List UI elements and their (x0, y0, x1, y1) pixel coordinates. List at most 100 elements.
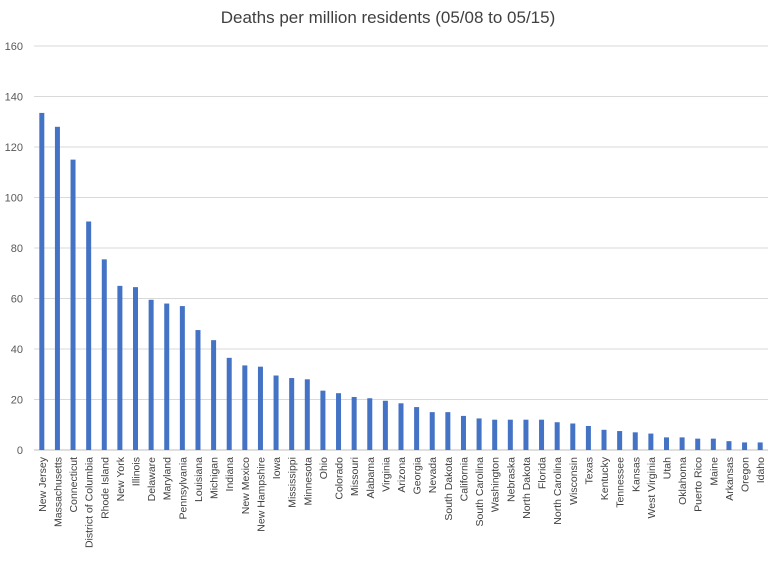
x-tick-label: New Jersey (37, 456, 49, 512)
x-tick-label: New York (115, 456, 127, 501)
bar-connecticut (70, 159, 76, 451)
bar-maine (710, 438, 716, 450)
x-tick-label: West Virginia (646, 457, 658, 519)
bar-wisconsin (570, 423, 576, 450)
x-tick-label: Kansas (630, 457, 642, 492)
y-tick-label: 0 (17, 445, 23, 457)
y-tick-label: 80 (11, 243, 23, 255)
bar-mississippi (289, 378, 295, 450)
x-tick-label: Maine (708, 457, 720, 486)
x-tick-label: Utah (661, 457, 673, 479)
bar-washington (492, 419, 498, 450)
bar-minnesota (304, 379, 310, 450)
x-tick-label: North Carolina (552, 457, 564, 525)
bar-virginia (382, 400, 388, 450)
bar-texas (585, 426, 591, 450)
x-tick-label: Minnesota (302, 457, 314, 506)
x-tick-label: North Dakota (521, 457, 533, 519)
bar-illinois (133, 287, 139, 450)
x-tick-label: Arizona (396, 457, 408, 493)
x-tick-label: Connecticut (68, 457, 80, 513)
bar-utah (663, 437, 669, 451)
bar-puerto-rico (695, 438, 701, 450)
x-tick-label: Oklahoma (677, 457, 689, 505)
gridlines (34, 45, 768, 451)
bar-tennessee (617, 431, 623, 450)
bar-missouri (351, 396, 357, 450)
bar-delaware (148, 299, 154, 450)
y-tick-label: 140 (5, 92, 23, 104)
x-tick-label: Tennessee (615, 457, 627, 508)
x-tick-label: New Mexico (240, 457, 252, 514)
y-tick-label: 120 (5, 142, 23, 154)
x-tick-label: Arkansas (724, 457, 736, 501)
bar-new-hampshire (257, 366, 263, 450)
x-tick-label: Delaware (146, 457, 158, 502)
bar-oregon (742, 442, 748, 450)
bar-district-of-columbia (86, 221, 92, 450)
x-tick-label: Florida (537, 457, 549, 489)
x-tick-label: Idaho (755, 457, 767, 483)
x-tick-label: Mississippi (287, 457, 299, 508)
x-tick-label: Colorado (334, 457, 346, 500)
x-tick-label: Washington (490, 457, 502, 512)
bar-maryland (164, 303, 170, 450)
bar-arizona (398, 403, 404, 450)
bar-new-york (117, 285, 123, 451)
bar-california (460, 415, 466, 450)
x-tick-label: California (458, 457, 470, 502)
bar-pennsylvania (179, 306, 185, 450)
x-tick-label: Wisconsin (568, 457, 580, 505)
x-tick-label: Maryland (162, 457, 174, 500)
x-tick-label: District of Columbia (84, 457, 96, 548)
x-tick-label: Louisiana (193, 457, 205, 502)
bar-south-carolina (476, 418, 482, 450)
x-tick-label: Oregon (740, 457, 752, 492)
bar-west-virginia (648, 433, 654, 450)
x-tick-label: Texas (583, 457, 595, 484)
bar-georgia (414, 407, 420, 450)
x-axis-labels: New Jersey Massachusetts Connecticut Distri… (37, 456, 767, 548)
x-tick-label: South Dakota (443, 457, 455, 521)
x-tick-label: Illinois (131, 457, 143, 486)
bar-new-jersey (39, 112, 45, 450)
x-tick-label: New Hampshire (255, 457, 267, 532)
x-tick-label: Puerto Rico (693, 457, 705, 512)
bar-arkansas (726, 441, 732, 450)
x-tick-label: South Carolina (474, 457, 486, 527)
x-tick-label: Virginia (380, 457, 392, 492)
x-tick-label: Pennsylvania (177, 457, 189, 520)
bar-indiana (226, 357, 232, 450)
bar-iowa (273, 375, 279, 450)
x-tick-label: Missouri (349, 457, 361, 496)
y-tick-label: 100 (5, 193, 23, 205)
bar-south-dakota (445, 412, 451, 451)
bar-alabama (367, 398, 373, 450)
bar-kentucky (601, 429, 607, 450)
bar-idaho (757, 442, 763, 450)
chart-title: Deaths per million residents (05/08 to 0… (220, 8, 556, 27)
x-tick-label: Iowa (271, 457, 283, 479)
bar-new-mexico (242, 365, 248, 450)
bar-louisiana (195, 330, 201, 450)
bars (39, 112, 763, 451)
bar-nevada (429, 412, 435, 451)
x-tick-label: Rhode Island (99, 457, 111, 519)
y-axis-ticks: 0 20 40 60 80 100 120 140 160 (5, 41, 23, 457)
bar-oklahoma (679, 437, 685, 451)
bar-kansas (632, 432, 638, 450)
x-tick-label: Nebraska (505, 457, 517, 502)
bar-florida (539, 419, 545, 450)
y-tick-label: 160 (5, 41, 23, 53)
bar-north-carolina (554, 422, 560, 450)
bar-massachusetts (54, 126, 60, 451)
x-tick-label: Georgia (412, 457, 424, 495)
y-tick-label: 60 (11, 294, 23, 306)
x-tick-label: Nevada (427, 457, 439, 493)
x-tick-label: Massachusetts (52, 457, 64, 527)
bar-north-dakota (523, 419, 529, 450)
x-tick-label: Indiana (224, 457, 236, 492)
bar-michigan (211, 340, 217, 450)
